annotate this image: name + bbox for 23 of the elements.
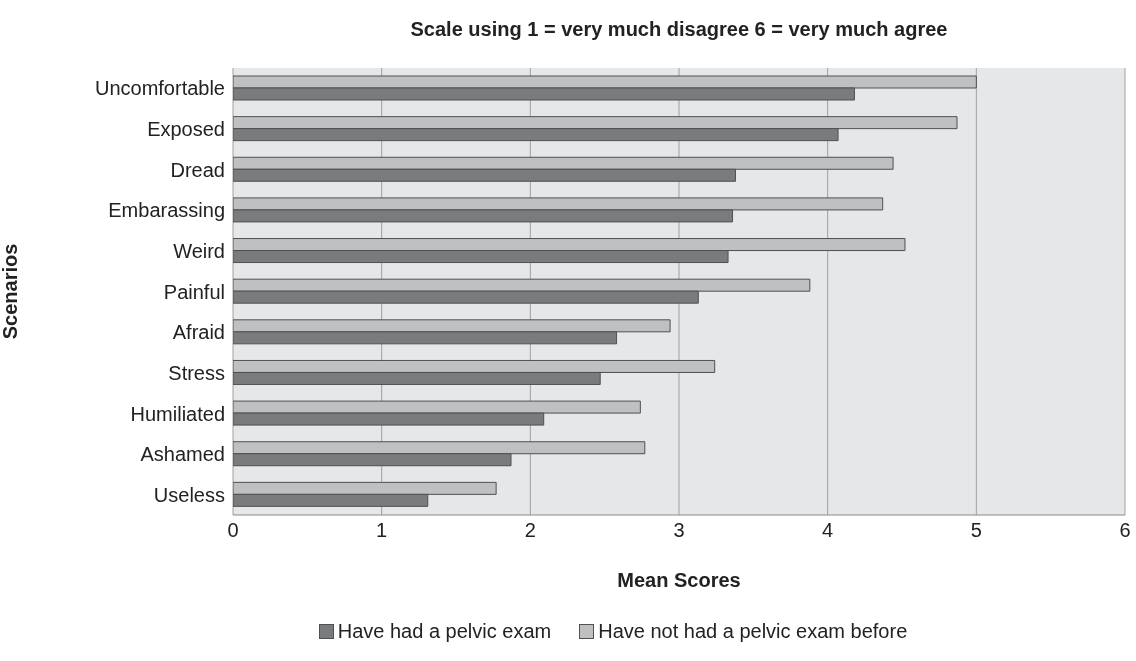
y-tick-label: Embarassing [108, 199, 225, 222]
y-tick-label: Painful [163, 280, 225, 303]
x-tick-label: 6 [1119, 519, 1131, 542]
legend-label: Have had a pelvic exam [337, 620, 552, 643]
x-tick-label: 5 [970, 519, 982, 542]
y-tick-label: Afraid [172, 321, 225, 344]
y-tick-label: Humiliated [130, 402, 225, 425]
x-tick-label: 2 [524, 519, 536, 542]
x-tick-label: 1 [376, 519, 388, 542]
legend-label: Have not had a pelvic exam before [598, 620, 908, 643]
y-tick-label: Ashamed [140, 443, 225, 466]
chart-title: Scale using 1 = very much disagree 6 = very much agree [409, 18, 949, 41]
y-tick-label: Dread [170, 158, 225, 181]
y-tick-label: Stress [168, 361, 225, 384]
x-axis-title: Mean Scores [617, 569, 741, 591]
y-tick-label: Weird [173, 239, 225, 262]
y-tick-label: Useless [153, 483, 225, 506]
y-tick-label: Exposed [147, 118, 225, 141]
x-tick-label: 3 [673, 519, 685, 542]
x-tick-label: 4 [822, 519, 834, 542]
x-tick-label: 0 [227, 519, 239, 542]
y-tick-label: Uncomfortable [94, 77, 225, 100]
y-axis-title: Scenarios [0, 243, 22, 340]
